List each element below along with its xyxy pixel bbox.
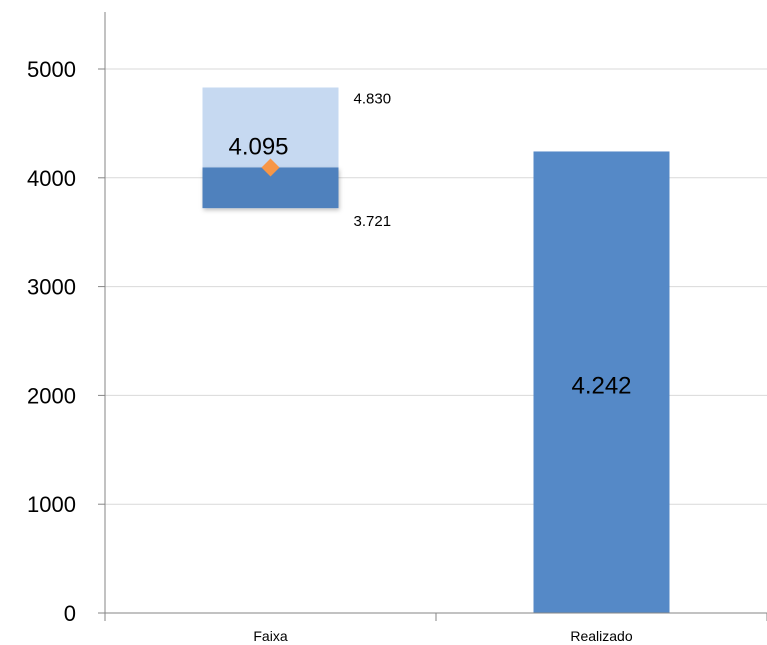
range-upper-segment — [202, 87, 339, 168]
range-low-label: 3.721 — [354, 213, 392, 230]
category-label: Realizado — [570, 628, 632, 644]
y-tick-label: 3000 — [27, 275, 76, 300]
bars — [202, 87, 670, 613]
y-tick-label: 1000 — [27, 492, 76, 517]
target-label: 4.095 — [228, 133, 288, 160]
range-high-label: 4.830 — [354, 90, 392, 107]
category-label: Faixa — [253, 628, 287, 644]
data-labels: 4.830 3.721 4.095 4.242 — [228, 90, 631, 399]
y-tick-label: 0 — [64, 601, 76, 626]
x-category-labels: Faixa Realizado — [253, 628, 632, 644]
y-tick-label: 2000 — [27, 383, 76, 408]
y-tick-label: 5000 — [27, 57, 76, 82]
actual-label: 4.242 — [571, 372, 631, 399]
actual-bar — [533, 151, 670, 613]
target-marker — [261, 158, 280, 177]
y-tick-label: 4000 — [27, 166, 76, 191]
y-tick-labels: 0 1000 2000 3000 4000 5000 — [27, 57, 767, 626]
